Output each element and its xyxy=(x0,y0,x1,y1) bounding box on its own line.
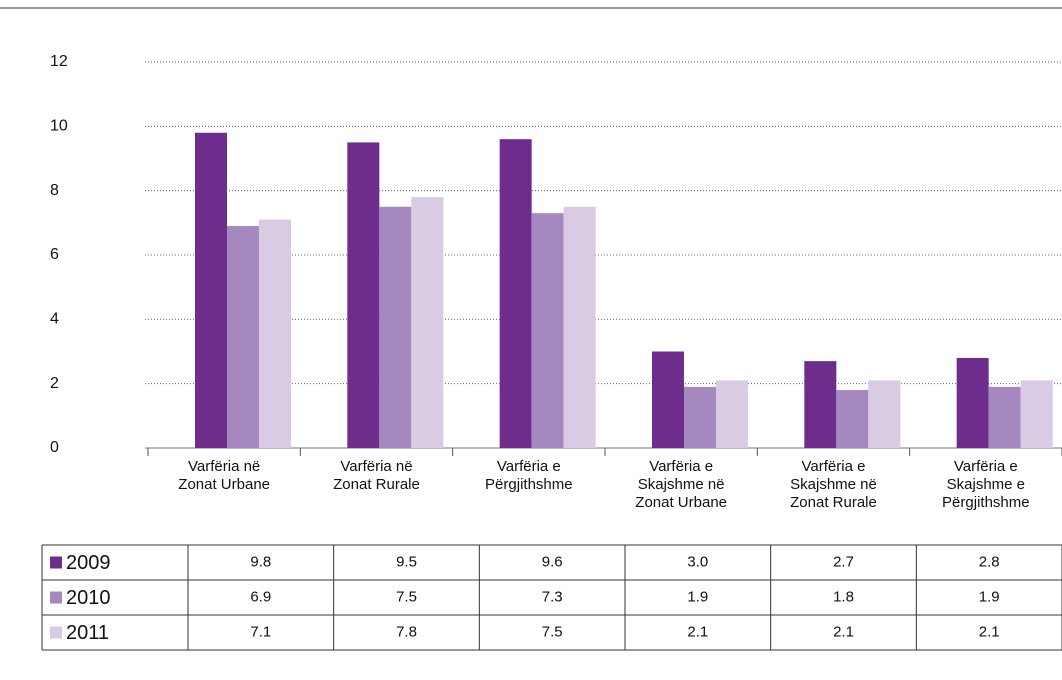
y-tick-label: 0 xyxy=(50,439,59,456)
table-value: 2.1 xyxy=(833,623,854,640)
y-tick-label: 6 xyxy=(50,246,59,263)
bar xyxy=(195,132,227,448)
table-value: 2.1 xyxy=(979,623,1000,640)
table-value: 2.8 xyxy=(979,553,1000,570)
table-value: 7.1 xyxy=(250,623,271,640)
bar xyxy=(1020,380,1053,448)
bar xyxy=(563,206,596,448)
table-value: 7.3 xyxy=(542,588,563,605)
bar xyxy=(227,226,259,448)
bar xyxy=(499,139,532,448)
y-tick-label: 8 xyxy=(50,182,59,199)
legend-swatch xyxy=(50,556,62,569)
table-value: 1.9 xyxy=(687,588,708,605)
bar xyxy=(531,213,564,448)
x-tick-label: Varfëria e Përgjithshme xyxy=(485,458,573,493)
table-value: 1.8 xyxy=(833,588,854,605)
table-value: 7.5 xyxy=(396,588,417,605)
bar xyxy=(956,357,989,448)
legend-label: 2010 xyxy=(66,587,111,609)
bar xyxy=(716,380,748,448)
legend-label: 2011 xyxy=(66,622,109,644)
bar xyxy=(411,197,444,448)
y-tick-label: 2 xyxy=(50,375,59,392)
legend-swatch xyxy=(50,591,62,604)
x-tick-label: Varfëria e Skajshme në Zonat Rurale xyxy=(790,458,877,511)
table-value: 9.6 xyxy=(542,553,563,570)
x-tick-label: Varfëria në Zonat Rurale xyxy=(333,458,420,493)
legend-swatch xyxy=(50,626,62,639)
bar xyxy=(379,206,412,448)
bar xyxy=(652,351,684,448)
table-value: 6.9 xyxy=(250,588,271,605)
table-value: 7.5 xyxy=(542,623,563,640)
bar xyxy=(988,386,1021,448)
y-tick-label: 10 xyxy=(50,118,68,135)
y-tick-label: 4 xyxy=(50,311,59,328)
bar xyxy=(804,361,837,448)
table-value: 9.8 xyxy=(250,553,271,570)
x-tick-label: Varfëria e Skajshme e Përgjithshme xyxy=(942,458,1030,511)
table-value: 7.8 xyxy=(396,623,417,640)
bar xyxy=(836,390,869,448)
bar xyxy=(259,219,291,448)
bar xyxy=(868,380,901,448)
bar xyxy=(347,142,380,448)
y-tick-label: 12 xyxy=(50,53,68,70)
table-value: 1.9 xyxy=(979,588,1000,605)
table-value: 9.5 xyxy=(396,553,417,570)
legend-label: 2009 xyxy=(66,552,111,574)
x-tick-label: Varfëria në Zonat Urbane xyxy=(178,458,271,493)
table-value: 3.0 xyxy=(687,553,708,570)
x-tick-label: Varfëria e Skajshme në Zonat Urbane xyxy=(635,458,728,511)
bar xyxy=(684,386,716,448)
table-value: 2.7 xyxy=(833,553,854,570)
table-value: 2.1 xyxy=(687,623,708,640)
